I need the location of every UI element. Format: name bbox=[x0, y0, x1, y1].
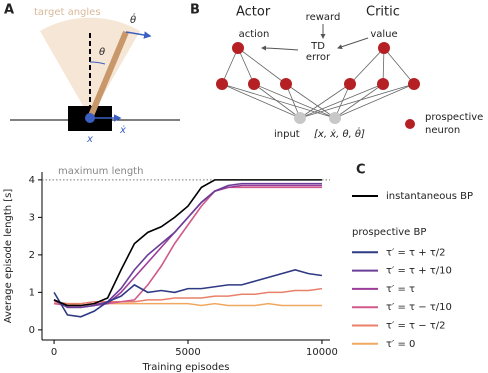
annotation: maximum length bbox=[58, 166, 143, 177]
y-tick-label: 2 bbox=[29, 250, 35, 261]
panel-a: A target angles θ θ̇ x ẋ bbox=[4, 3, 180, 145]
panel-b-arrows bbox=[261, 24, 369, 51]
theta-dot-label: θ̇ bbox=[130, 12, 136, 26]
x-tick-label: 0 bbox=[51, 347, 57, 358]
x-tick-label: 5000 bbox=[175, 347, 200, 358]
legend-text: neuron bbox=[425, 125, 460, 136]
angle-arc bbox=[89, 61, 106, 65]
target-label: target angles bbox=[34, 7, 101, 18]
theta-label: θ bbox=[99, 47, 105, 58]
panel-b-nodes bbox=[216, 42, 420, 129]
x-label: x bbox=[86, 134, 93, 145]
series-line bbox=[53, 179, 322, 307]
legend-label: τ′ = τ bbox=[386, 284, 415, 295]
pole bbox=[87, 30, 129, 120]
cart-position bbox=[85, 113, 95, 123]
chart: 0 1 2 3 4 0 5000 10000 Training episodes Average … bbox=[3, 163, 473, 373]
y-tick-label: 0 bbox=[29, 325, 35, 336]
y-tick-label: 4 bbox=[29, 175, 35, 186]
panel-label: A bbox=[4, 3, 14, 18]
series-line bbox=[53, 182, 322, 309]
x-dot-label: ẋ bbox=[119, 125, 126, 136]
legend-label: τ′ = τ − τ/2 bbox=[386, 321, 446, 332]
panel-label: B bbox=[190, 3, 200, 18]
y-axis-label: Average episode length [s] bbox=[3, 189, 14, 324]
legend-label: τ′ = τ + τ/10 bbox=[386, 266, 452, 277]
y-tick-label: 3 bbox=[29, 212, 35, 223]
legend-label: τ′ = 0 bbox=[386, 339, 415, 350]
series-line bbox=[53, 287, 323, 305]
panel-label: C bbox=[356, 163, 366, 178]
actor-label: Actor bbox=[236, 5, 271, 20]
x-axis-label: Training episodes bbox=[142, 362, 230, 373]
legend-group-title: prospective BP bbox=[352, 227, 426, 238]
y-tick-label: 1 bbox=[29, 287, 35, 298]
critic-label: Critic bbox=[366, 5, 400, 20]
legend-text: prospective bbox=[425, 112, 483, 123]
input-vector: [x, ẋ, θ, θ̇] bbox=[314, 126, 365, 140]
reward-label: reward bbox=[306, 12, 341, 23]
error-label: error bbox=[306, 52, 331, 63]
panel-b bbox=[221, 47, 415, 119]
angular-velocity-arrow bbox=[125, 31, 152, 39]
legend-label: τ′ = τ − τ/10 bbox=[386, 302, 452, 313]
legend-label: τ′ = τ + τ/2 bbox=[386, 247, 446, 258]
value-label: value bbox=[370, 29, 397, 40]
action-label: action bbox=[239, 29, 270, 40]
series-line bbox=[53, 269, 323, 318]
input-label: input bbox=[274, 129, 300, 140]
td-label: TD bbox=[310, 41, 325, 52]
legend-label: instantaneous BP bbox=[386, 191, 473, 202]
x-tick-label: 10000 bbox=[306, 347, 338, 358]
